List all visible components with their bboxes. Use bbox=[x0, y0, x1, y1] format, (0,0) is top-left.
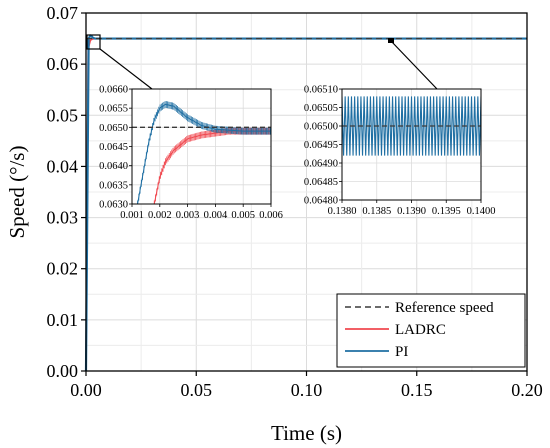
zoom-marker-steady bbox=[388, 38, 394, 43]
inset-inset-start: 0.001 0.002 0.003 0.004 0.005 0.006 0.0630 0.06… bbox=[99, 85, 283, 222]
y-tick-label: 0.06 bbox=[47, 54, 79, 74]
legend-label: PI bbox=[395, 344, 408, 360]
y-tick-label: 0.04 bbox=[47, 156, 79, 176]
x-tick-label: 0.10 bbox=[291, 380, 323, 400]
inset-series-pi bbox=[137, 103, 271, 204]
y-tick-label: 0.07 bbox=[47, 3, 79, 23]
inset-y-tick-label: 0.06495 bbox=[304, 140, 338, 151]
inset-y-tick-label: 0.0660 bbox=[99, 85, 128, 96]
legend: Reference speed LADRC PI bbox=[336, 293, 526, 368]
inset-x-tick-label: 0.1385 bbox=[362, 206, 391, 217]
inset-y-tick-label: 0.0635 bbox=[99, 180, 128, 191]
x-axis-title: Time (s) bbox=[271, 421, 342, 445]
inset-x-tick-label: 0.006 bbox=[259, 210, 283, 221]
inset-x-tick-label: 0.1390 bbox=[397, 206, 426, 217]
main-plot: 0.00 0.05 0.10 0.15 0.20 0.00 0.01 0.02 0.03 0.04… bbox=[5, 3, 543, 445]
inset-y-tick-label: 0.0650 bbox=[99, 123, 128, 134]
x-tick-label: 0.00 bbox=[70, 380, 102, 400]
connector-line-steady bbox=[390, 40, 438, 90]
inset-series-pi bbox=[342, 96, 481, 156]
inset-y-tick-label: 0.0655 bbox=[99, 104, 128, 115]
inset-y-tick-label: 0.06480 bbox=[304, 196, 338, 207]
y-tick-label: 0.01 bbox=[47, 310, 79, 330]
inset-y-tick-label: 0.06505 bbox=[304, 103, 338, 114]
x-tick-label: 0.05 bbox=[181, 380, 213, 400]
inset-y-tick-label: 0.06510 bbox=[304, 85, 338, 96]
inset-x-tick-label: 0.004 bbox=[204, 210, 228, 221]
zoom-box-start bbox=[86, 34, 101, 50]
y-tick-label: 0.03 bbox=[47, 208, 79, 228]
inset-x-tick-label: 0.1400 bbox=[467, 206, 496, 217]
inset-y-tick-label: 0.06500 bbox=[304, 122, 338, 133]
legend-box bbox=[336, 293, 526, 368]
legend-label: LADRC bbox=[395, 322, 446, 338]
y-tick-label: 0.05 bbox=[47, 105, 79, 125]
y-axis-title: Speed (°/s) bbox=[5, 146, 29, 239]
y-tick-label: 0.00 bbox=[47, 361, 79, 381]
inset-x-tick-label: 0.002 bbox=[148, 210, 172, 221]
inset-x-tick-label: 0.005 bbox=[231, 210, 255, 221]
inset-x-tick-label: 0.003 bbox=[176, 210, 200, 221]
inset-y-tick-label: 0.06485 bbox=[304, 177, 338, 188]
inset-inset-steady: 0.1380 0.1385 0.1390 0.1395 0.1400 0.06480 0.0… bbox=[304, 85, 496, 218]
inset-y-tick-label: 0.0640 bbox=[99, 161, 128, 172]
y-tick-label: 0.02 bbox=[47, 259, 79, 279]
inset-series-group bbox=[132, 101, 271, 204]
inset-series-group bbox=[342, 96, 481, 156]
x-tick-label: 0.15 bbox=[401, 380, 433, 400]
inset-x-tick-label: 0.1395 bbox=[432, 206, 461, 217]
inset-y-tick-label: 0.0645 bbox=[99, 142, 128, 153]
connector-line-start bbox=[99, 48, 153, 90]
x-tick-label: 0.20 bbox=[511, 380, 543, 400]
inset-y-tick-label: 0.0630 bbox=[99, 200, 128, 211]
inset-x-tick-label: 0.001 bbox=[120, 210, 144, 221]
inset-y-tick-label: 0.06490 bbox=[304, 159, 338, 170]
inset-x-tick-label: 0.1380 bbox=[328, 206, 357, 217]
legend-label: Reference speed bbox=[395, 300, 494, 316]
